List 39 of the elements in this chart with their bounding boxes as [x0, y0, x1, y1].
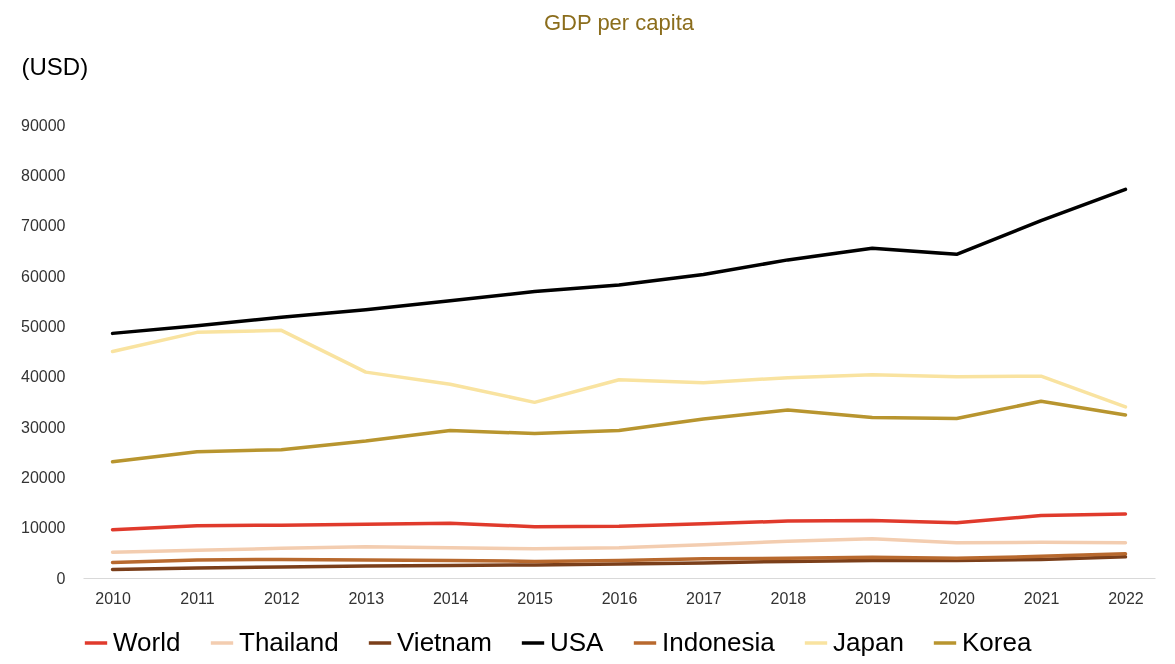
line-series	[110, 187, 1128, 336]
legend-label: Indonesia	[662, 627, 776, 657]
x-tick-label: 2018	[770, 589, 807, 607]
legend-label: Japan	[833, 627, 904, 657]
x-tick-label: 2019	[854, 589, 891, 607]
y-tick-label: 10000	[21, 519, 66, 537]
line-series	[110, 555, 1128, 572]
line-series	[110, 512, 1128, 532]
x-tick-label: 2016	[601, 589, 638, 607]
y-tick-label: 20000	[21, 468, 66, 486]
legend-label: Korea	[962, 627, 1032, 657]
line-series	[110, 328, 1128, 409]
x-tick-label: 2010	[95, 589, 131, 607]
line-series	[110, 552, 1128, 565]
line-series	[110, 399, 1128, 464]
line-series	[110, 536, 1128, 555]
y-axis-title: (USD)	[21, 52, 89, 80]
x-tick-label: 2012	[264, 589, 300, 607]
y-tick-label: 90000	[21, 116, 66, 134]
y-tick-label: 30000	[21, 418, 66, 436]
y-tick-label: 70000	[21, 217, 66, 235]
x-tick-label: 2015	[517, 589, 553, 607]
y-tick-label: 40000	[21, 368, 66, 386]
legend-label: Vietnam	[397, 627, 492, 657]
x-tick-label: 2020	[939, 589, 976, 607]
x-tick-label: 2021	[1023, 589, 1060, 607]
chart-title: GDP per capita	[543, 10, 695, 35]
y-tick-label: 0	[56, 569, 66, 587]
legend-label: World	[113, 627, 181, 657]
x-tick-label: 2017	[686, 589, 722, 607]
legend-label: USA	[550, 627, 605, 657]
x-tick-label: 2013	[348, 589, 385, 607]
y-tick-label: 50000	[21, 317, 66, 335]
legend-label: Thailand	[239, 627, 339, 657]
y-tick-label: 80000	[21, 166, 66, 184]
x-tick-label: 2011	[180, 589, 215, 607]
y-tick-label: 60000	[21, 267, 66, 285]
x-tick-label: 2022	[1108, 589, 1144, 607]
x-tick-label: 2014	[432, 589, 469, 607]
